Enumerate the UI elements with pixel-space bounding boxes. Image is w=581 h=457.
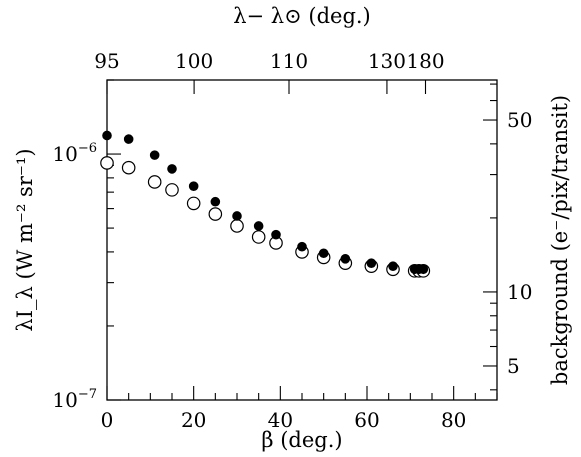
ticks [106,79,498,401]
filled-point [297,241,307,252]
plot-frame [106,79,498,401]
x-tick-label: 40 [268,408,293,432]
filled-point [188,181,199,192]
right-tick-label: 50 [507,108,532,132]
data-points [100,130,431,278]
open-point [100,156,114,170]
y-tick-label: 10−6 [52,141,97,166]
right-axis-title: background (e⁻/pix/transit) [548,95,572,385]
x-tick-label: 0 [101,408,114,432]
filled-point [149,150,160,160]
top-tick-label: 110 [270,49,308,73]
filled-point [318,248,329,259]
left-axis-title: λI_λ (W m⁻² sr⁻¹) [13,148,37,331]
filled-point [340,254,351,264]
open-point [251,230,266,244]
right-tick-label: 5 [507,354,520,378]
right-tick-label: 10 [507,280,532,304]
open-point [147,175,162,189]
top-tick-label: 95 [94,49,119,73]
top-axis-title: λ− λ⊙ (deg.) [233,4,371,28]
filled-point [123,134,134,144]
x-tick-label: 60 [354,408,379,432]
open-point [186,196,201,211]
open-point [165,183,179,197]
filled-point [271,229,281,240]
open-point [121,160,136,175]
filled-point [167,164,177,174]
filled-point [210,196,221,207]
top-tick-label: 100 [175,49,213,73]
axis-titles: β (deg.) λ− λ⊙ (deg.) λI_λ (W m⁻² sr⁻¹) bac… [13,4,572,452]
top-tick-label: 130 [368,49,406,73]
tick-labels: 0 20 40 60 80 95 100 110 130 180 10−7 10−6 5 10 50 [52,49,532,432]
x-axis-title: β (deg.) [261,428,342,452]
y-tick-label: 10−7 [52,387,97,412]
filled-point [366,258,377,268]
filled-point [232,211,242,221]
filled-point [388,261,398,271]
filled-point [253,221,264,231]
top-tick-label: 180 [406,49,444,73]
x-tick-label: 80 [441,408,466,432]
open-point [230,219,244,233]
open-point [208,207,223,221]
filled-point [102,130,112,141]
x-tick-label: 20 [181,408,206,432]
plot-border [106,79,498,401]
filled-point [418,264,429,275]
